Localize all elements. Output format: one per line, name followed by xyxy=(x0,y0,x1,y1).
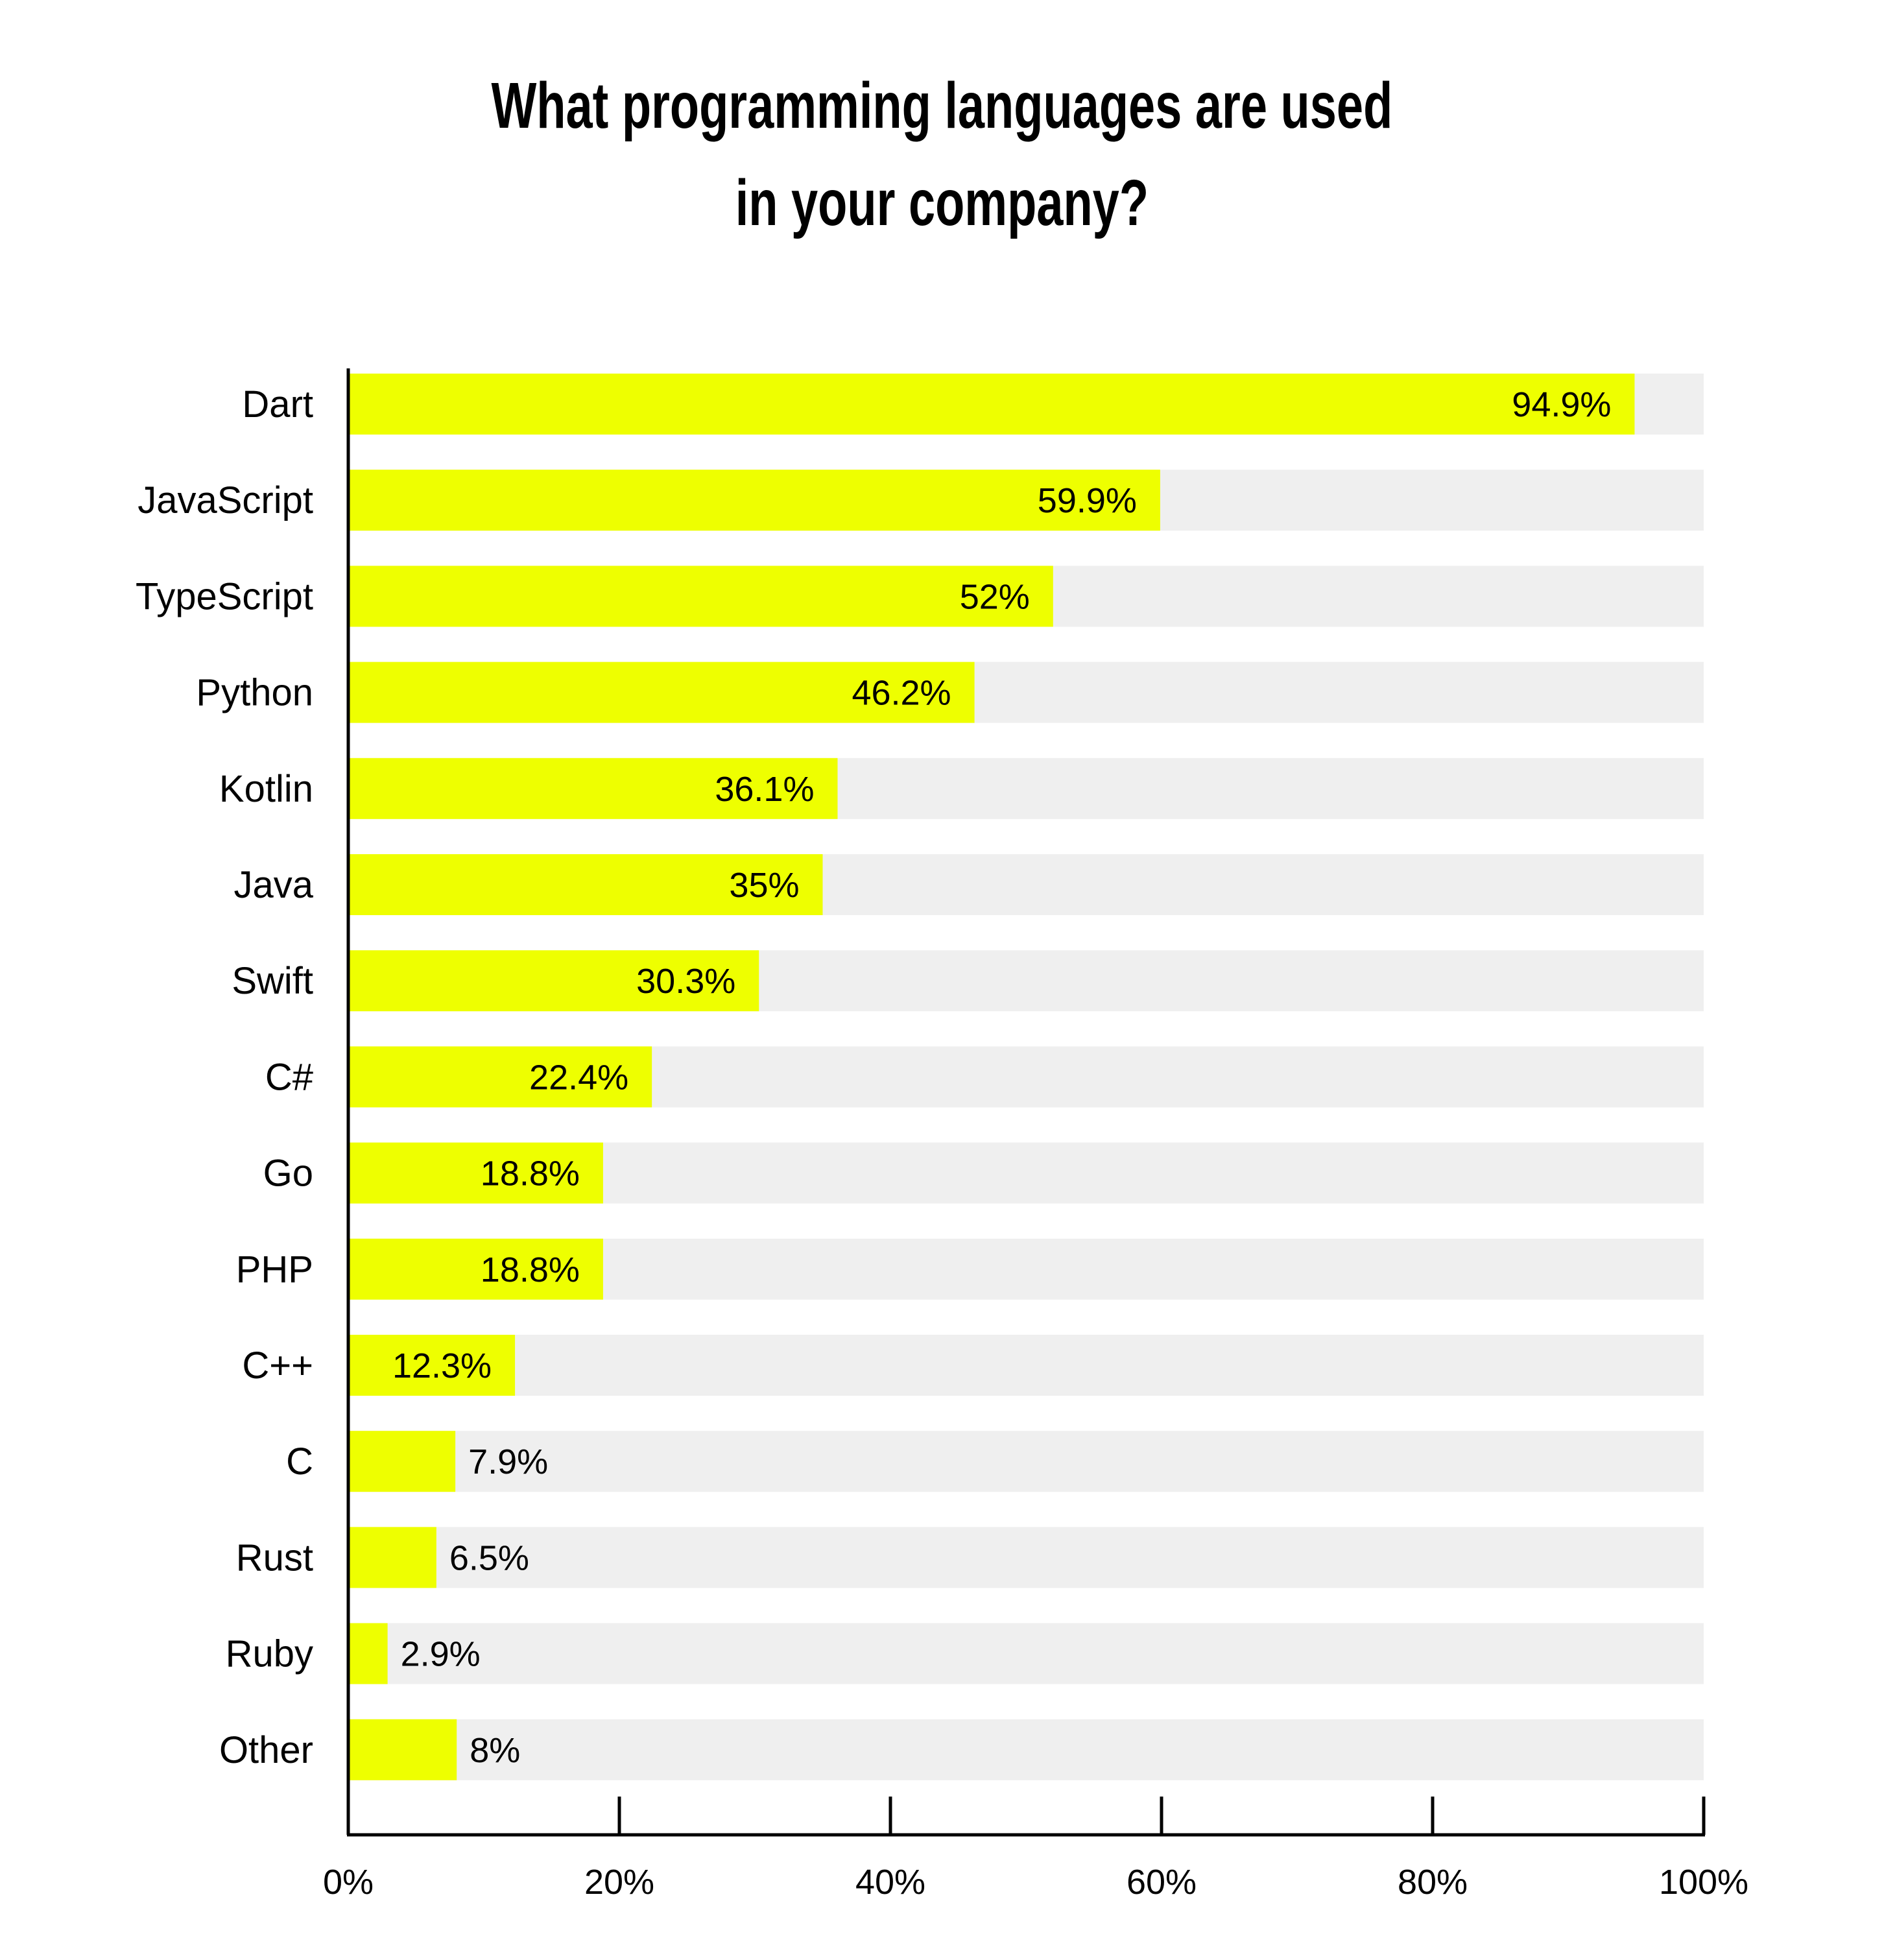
value-label-dart: 94.9% xyxy=(1512,385,1611,424)
category-label-ruby: Ruby xyxy=(226,1633,313,1675)
category-label-kotlin: Kotlin xyxy=(219,768,313,810)
value-label-cpp: 12.3% xyxy=(392,1346,492,1385)
bar-track-ruby xyxy=(348,1623,1704,1684)
category-label-dart: Dart xyxy=(242,383,313,425)
bar-rust xyxy=(348,1527,436,1588)
bar-ruby xyxy=(348,1623,388,1684)
category-label-javascript: JavaScript xyxy=(137,479,313,521)
value-label-go: 18.8% xyxy=(481,1154,580,1193)
chart-title: What programming languages are used in y… xyxy=(245,57,1640,252)
value-label-php: 18.8% xyxy=(481,1250,580,1289)
category-label-go: Go xyxy=(263,1153,313,1195)
category-label-typescript: TypeScript xyxy=(136,575,313,617)
category-label-c-sharp: C# xyxy=(265,1056,313,1098)
bar-typescript xyxy=(348,566,1053,627)
bar-javascript xyxy=(348,470,1160,531)
bar-track-c xyxy=(348,1431,1704,1492)
value-label-java: 35% xyxy=(729,866,799,905)
chart-title-line-2: in your company? xyxy=(735,167,1149,239)
bar-swift xyxy=(348,950,759,1012)
bar-other xyxy=(348,1719,457,1780)
bar-track-other xyxy=(348,1719,1704,1780)
category-label-python: Python xyxy=(196,672,313,714)
value-label-kotlin: 36.1% xyxy=(715,770,814,809)
bar-php xyxy=(348,1238,603,1300)
bar-track-rust xyxy=(348,1527,1704,1588)
value-label-other: 8% xyxy=(470,1731,520,1770)
value-label-c: 7.9% xyxy=(468,1442,548,1481)
bar-python xyxy=(348,662,975,723)
value-label-swift: 30.3% xyxy=(636,962,735,1001)
value-label-typescript: 52% xyxy=(960,577,1030,616)
x-tick-label-40: 40% xyxy=(855,1863,925,1902)
category-label-php: PHP xyxy=(236,1249,313,1291)
value-label-javascript: 59.9% xyxy=(1038,481,1137,520)
category-label-cpp: C++ xyxy=(242,1345,313,1387)
category-label-c: C xyxy=(286,1440,313,1483)
x-tick-label-80: 80% xyxy=(1398,1863,1468,1902)
bar-track-cpp xyxy=(348,1335,1704,1396)
bar-cpp xyxy=(348,1335,516,1396)
x-tick-label-0: 0% xyxy=(323,1863,374,1902)
x-tick-label-20: 20% xyxy=(584,1863,654,1902)
value-label-ruby: 2.9% xyxy=(401,1635,481,1674)
bar-c xyxy=(348,1431,456,1492)
bar-c-sharp xyxy=(348,1046,652,1108)
value-label-python: 46.2% xyxy=(852,674,951,713)
chart-title-line-1: What programming languages are used xyxy=(491,69,1393,142)
x-tick-label-60: 60% xyxy=(1127,1863,1197,1902)
bar-kotlin xyxy=(348,758,838,819)
value-label-c-sharp: 22.4% xyxy=(529,1058,628,1097)
bar-java xyxy=(348,854,823,915)
category-label-java: Java xyxy=(233,864,313,906)
category-label-other: Other xyxy=(219,1729,313,1771)
bar-go xyxy=(348,1142,603,1204)
category-label-rust: Rust xyxy=(236,1536,313,1579)
category-label-swift: Swift xyxy=(232,960,313,1002)
bar-dart xyxy=(348,374,1635,435)
x-tick-label-100: 100% xyxy=(1659,1863,1748,1902)
value-label-rust: 6.5% xyxy=(449,1538,529,1577)
